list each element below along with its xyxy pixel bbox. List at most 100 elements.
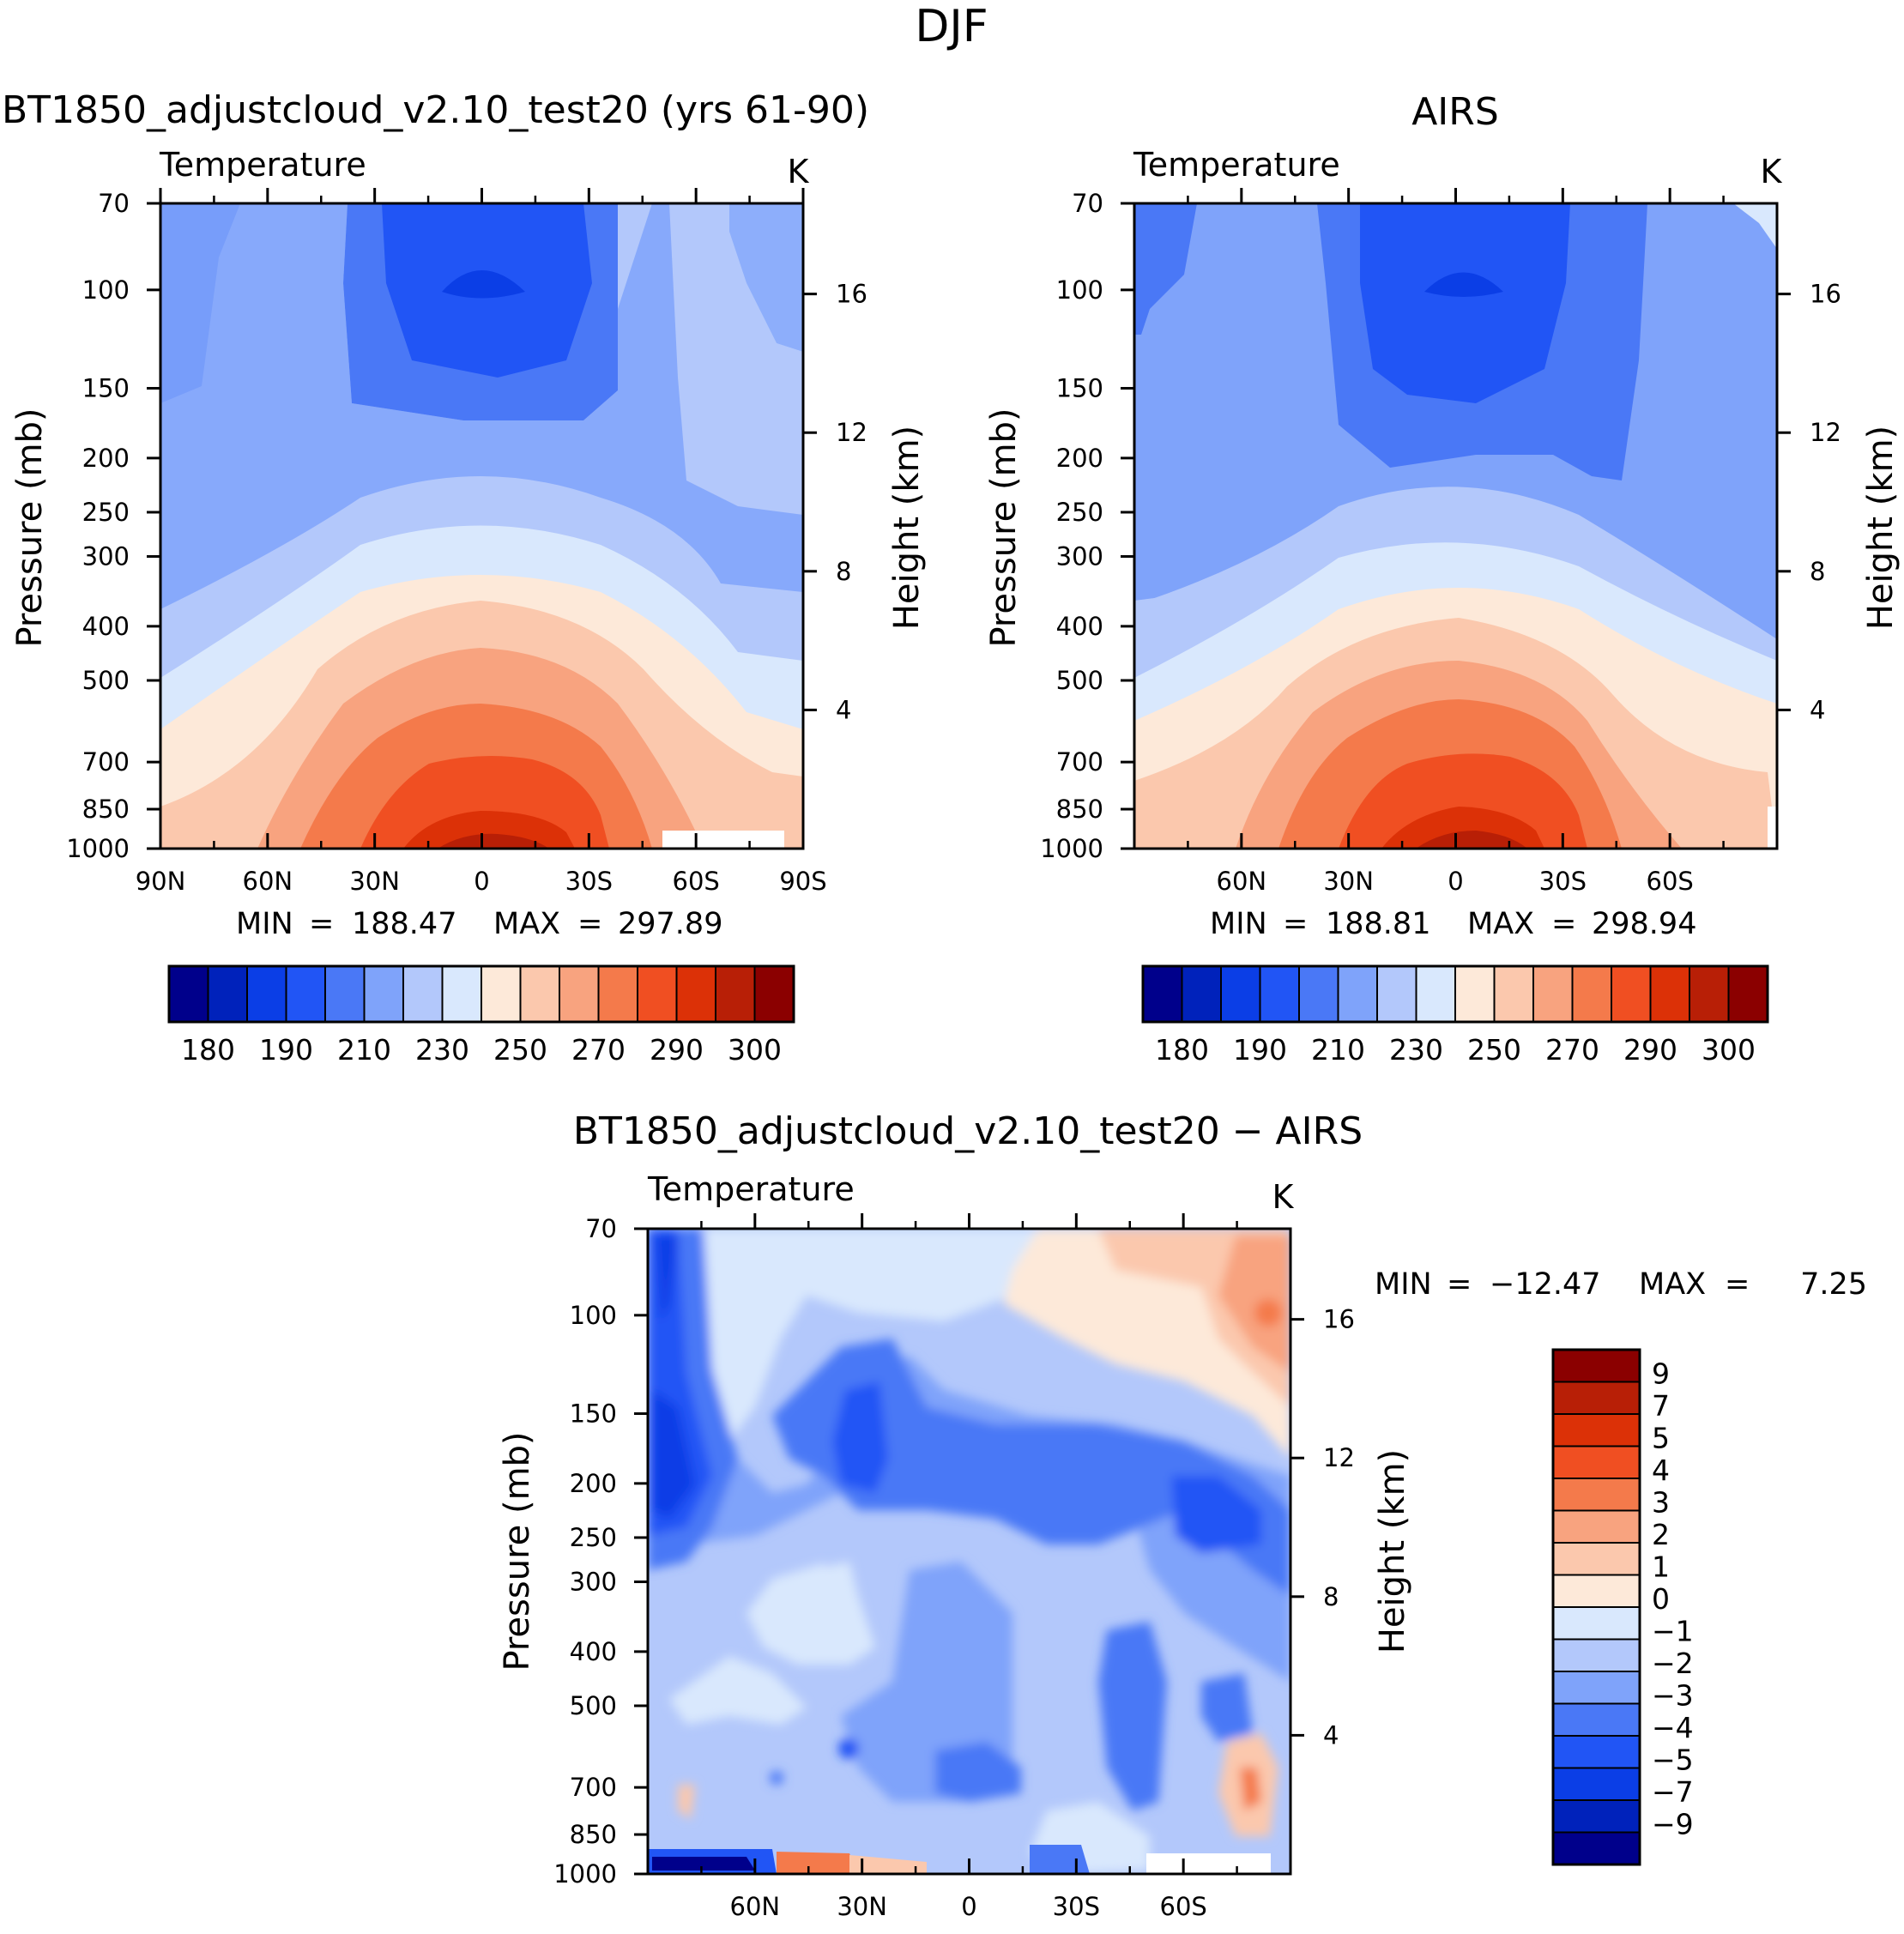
obs-band-min [1424,272,1503,297]
colorbar-label: 1 [1652,1550,1670,1584]
y-tick-label: 850 [1056,795,1103,824]
y2-tick-label: 8 [1323,1582,1339,1611]
y2-tick-label: 16 [1323,1305,1355,1334]
x-tick-label: 30N [837,1892,887,1921]
colorbar-swatch [324,965,366,1023]
colorbar-swatch [207,965,248,1023]
colorbar-label: 300 [1702,1033,1756,1067]
diff-dot-blue1 [838,1738,859,1759]
colorbar-swatch [168,965,209,1023]
obs-min-value: 188.81 [1326,907,1430,941]
diff-surface-strip [648,1845,1271,1874]
colorbar-swatch [481,965,522,1023]
colorbar-swatch [1552,1638,1641,1672]
y-tick-label: 1000 [1040,834,1103,863]
y2-tick-label: 16 [1810,280,1841,309]
diff-panel: BT1850_adjustcloud_v2.10_test20 − AIRS T… [498,1109,1867,1921]
x-tick-label: 60S [1160,1892,1207,1921]
x-tick-label: 30N [1323,867,1374,896]
colorbar-swatch [1298,965,1339,1023]
y-tick-label: 250 [82,498,130,527]
y-tick-label: 70 [1072,189,1103,218]
colorbar-label: 5 [1652,1422,1670,1455]
colorbar-swatch [1552,1606,1641,1641]
y-tick-label: 850 [82,795,130,824]
colorbar-label: 190 [259,1033,313,1067]
diff-warm-spot2 [1115,1236,1167,1261]
y-tick-label: 200 [570,1469,617,1498]
diff-surface-warm [777,1852,858,1874]
diff-strip-deep [656,1236,678,1321]
diff-surface-warm2 [849,1855,927,1874]
diff-min-value: −12.47 [1490,1267,1601,1302]
colorbar-swatch [363,965,404,1023]
y-tick-label: 400 [570,1637,617,1666]
y-tick-label: 500 [570,1691,617,1720]
y-tick-label: 250 [570,1523,617,1552]
obs-max-label: MAX [1467,907,1534,941]
y-tick-label: 100 [570,1301,617,1330]
y2-tick-label: 8 [836,557,851,586]
colorbar-swatch [1552,1767,1641,1801]
y2-tick-label: 4 [836,695,851,724]
obs-panel: AIRS Temperature K 60N 30N 0 30S 60S 70 100 150… [984,90,1901,1067]
colorbar-swatch [1259,965,1300,1023]
colorbar-swatch [1181,965,1222,1023]
y-tick-label: 200 [82,444,130,473]
x-tick-label: 90S [779,867,826,896]
obs-ticks: 60N 30N 0 30S 60S 70 100 150 200 250 300 400 500 700 8… [1040,188,1841,896]
x-tick-label: 30S [1539,867,1587,896]
y-tick-label: 500 [82,666,130,695]
colorbar-frame [167,964,795,1024]
colorbar-label: 210 [337,1033,391,1067]
diff-lower-blue3 [1201,1673,1253,1742]
diff-y2-label: Height (km) [1373,1449,1412,1653]
colorbar-swatch [519,965,560,1023]
diff-lower-blue2 [1098,1622,1167,1810]
diff-lower-midblue [841,1562,1012,1802]
colorbar-swatch [675,965,716,1023]
colorbar-label: −4 [1652,1711,1694,1744]
y-tick-label: 400 [1056,612,1103,641]
obs-missing-patch [1768,807,1777,849]
colorbar-swatch [715,965,756,1023]
colorbar-swatch [1552,1671,1641,1705]
x-tick-label: 60S [1647,867,1694,896]
y-tick-label: 100 [82,275,130,305]
colorbar-label: 270 [571,1033,626,1067]
obs-field-label: Temperature [1133,146,1340,184]
colorbar-swatch [1552,1574,1641,1608]
colorbar-label: −7 [1652,1775,1694,1809]
colorbar-label: −3 [1652,1679,1694,1713]
colorbar-swatch [1552,1831,1641,1865]
diff-lower-blue1 [935,1742,1021,1802]
y-tick-label: 850 [570,1820,617,1849]
diff-title: BT1850_adjustcloud_v2.10_test20 − AIRS [573,1109,1363,1153]
colorbar-swatch [753,965,795,1023]
diff-warm-spot [1254,1299,1282,1327]
model-band-min [442,270,525,299]
colorbar-label: 230 [415,1033,469,1067]
obs-units-label: K [1761,153,1783,190]
colorbar-label: 290 [1623,1033,1677,1067]
colorbar-label: 190 [1233,1033,1287,1067]
x-tick-label: 30N [349,867,400,896]
model-min-label: MIN [236,907,293,941]
model-y-label: Pressure (mb) [10,408,50,647]
colorbar-swatch [1649,965,1690,1023]
colorbar-swatch [637,965,678,1023]
colorbar-label: 290 [650,1033,704,1067]
diff-right-deep [1171,1476,1261,1553]
y2-tick-label: 4 [1323,1720,1339,1750]
model-warm-8 [403,811,575,849]
diff-right-warm-core [1240,1768,1261,1810]
colorbar-swatch [559,965,600,1023]
colorbar-swatch [1552,1542,1641,1576]
diff-y-label: Pressure (mb) [498,1431,537,1671]
obs-y2-label: Height (km) [1861,426,1901,630]
colorbar-swatch [1415,965,1456,1023]
figure-title: DJF [915,1,988,52]
colorbar-label: 230 [1389,1033,1443,1067]
